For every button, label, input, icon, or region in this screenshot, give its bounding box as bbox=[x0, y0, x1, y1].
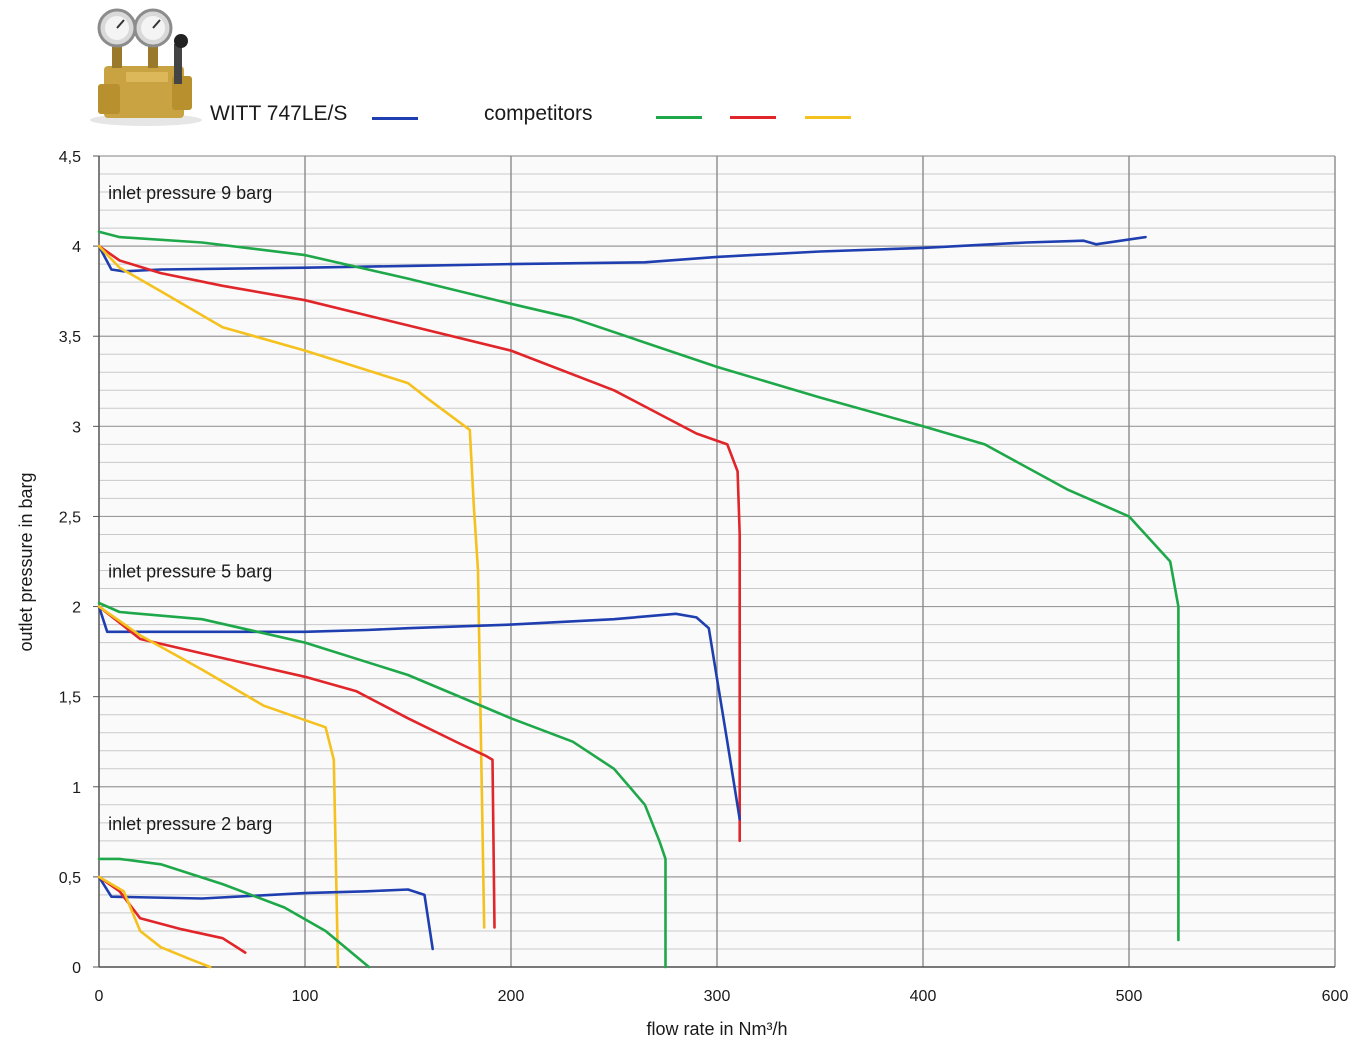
y-tick-label: 4,5 bbox=[59, 149, 81, 166]
inlet-pressure-annotation: inlet pressure 9 barg bbox=[108, 183, 272, 203]
series-line-7 bbox=[97, 605, 340, 969]
chart-series bbox=[97, 230, 1180, 969]
series-line-3 bbox=[97, 244, 486, 929]
y-tick-label: 2,5 bbox=[59, 509, 81, 526]
x-tick-label: 200 bbox=[498, 988, 525, 1005]
x-tick-label: 500 bbox=[1116, 988, 1143, 1005]
x-axis-title: flow rate in Nm³/h bbox=[646, 1019, 787, 1039]
chart-grid bbox=[98, 155, 1336, 968]
legend-product-label: WITT 747LE/S bbox=[210, 102, 348, 125]
y-tick-label: 4 bbox=[72, 239, 81, 256]
series-line-5 bbox=[97, 601, 667, 969]
x-tick-label: 100 bbox=[292, 988, 319, 1005]
legend-product-swatch bbox=[372, 117, 418, 120]
y-tick-label: 1,5 bbox=[59, 690, 81, 707]
inlet-pressure-annotation: inlet pressure 2 barg bbox=[108, 814, 272, 834]
series-line-6 bbox=[97, 605, 496, 929]
x-tick-label: 600 bbox=[1322, 988, 1349, 1005]
series-line-4 bbox=[97, 605, 741, 821]
y-axis-ticks: 0 0,5 1 1,5 2 2,5 3 3,5 4 4,5 bbox=[59, 149, 99, 977]
legend-competitor-green-swatch bbox=[656, 116, 702, 119]
product-image bbox=[90, 8, 202, 126]
y-tick-label: 3,5 bbox=[59, 329, 81, 346]
y-axis-title: outlet pressure in barg bbox=[16, 472, 36, 651]
chart-annotations: inlet pressure 9 barg inlet pressure 5 ba… bbox=[108, 183, 272, 834]
series-line-9 bbox=[97, 857, 371, 969]
series-line-2 bbox=[97, 244, 741, 843]
y-tick-label: 3 bbox=[72, 419, 81, 436]
series-line-10 bbox=[97, 875, 247, 954]
legend-competitor-red-swatch bbox=[730, 116, 776, 119]
y-tick-label: 1 bbox=[72, 780, 81, 797]
series-line-11 bbox=[97, 875, 212, 969]
legend-competitors-label: competitors bbox=[484, 102, 593, 125]
x-tick-label: 300 bbox=[704, 988, 731, 1005]
series-line-1 bbox=[97, 230, 1180, 942]
series-line-0 bbox=[97, 235, 1147, 273]
y-tick-label: 2 bbox=[72, 600, 81, 617]
x-tick-label: 400 bbox=[910, 988, 937, 1005]
x-tick-label: 0 bbox=[95, 988, 104, 1005]
x-axis-ticks: 0 100 200 300 400 500 600 bbox=[95, 988, 1349, 1005]
y-tick-label: 0 bbox=[72, 960, 81, 977]
legend-competitor-yellow-swatch bbox=[805, 116, 851, 119]
y-tick-label: 0,5 bbox=[59, 870, 81, 887]
inlet-pressure-annotation: inlet pressure 5 barg bbox=[108, 562, 272, 582]
